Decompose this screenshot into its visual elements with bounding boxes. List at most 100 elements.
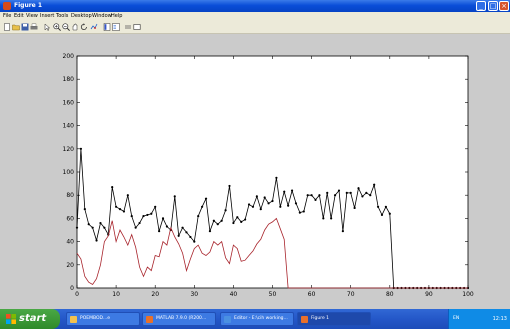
save-icon[interactable]	[21, 23, 29, 31]
plot-area[interactable]	[76, 55, 469, 289]
data-point	[275, 176, 278, 179]
data-point	[150, 212, 153, 215]
x-tick-label: 40	[230, 291, 238, 298]
x-tick-label: 30	[190, 291, 198, 298]
language-indicator[interactable]: EN	[453, 316, 460, 321]
data-point	[75, 226, 79, 229]
y-tick-label: 60	[66, 215, 74, 222]
pointer-icon[interactable]	[43, 23, 51, 31]
data-point	[103, 226, 106, 229]
data-point	[287, 204, 290, 207]
data-point	[165, 225, 169, 228]
taskbar-task[interactable]: Editor - E:\cih working...	[220, 312, 294, 326]
menu-help[interactable]: Help	[111, 13, 123, 19]
show-tools-icon[interactable]	[133, 23, 141, 31]
open-icon[interactable]	[12, 23, 20, 31]
data-point	[193, 240, 196, 243]
x-tick-label: 100	[462, 291, 474, 298]
data-point	[290, 189, 294, 192]
x-tick-label: 0	[75, 291, 79, 298]
menu-tools[interactable]: Tools	[56, 13, 69, 19]
data-point	[365, 191, 368, 194]
x-tick-label: 90	[425, 291, 433, 298]
line-chart[interactable]: 0 10 20 30 40 50 60 70 80 90 100 0 20 40 60 80 100 120 140…	[0, 34, 510, 309]
pan-icon[interactable]	[71, 23, 79, 31]
title-bar[interactable]: Figure 1 _ □ ×	[0, 0, 510, 12]
menu-window[interactable]: Window	[92, 13, 112, 19]
close-button[interactable]: ×	[499, 1, 509, 11]
data-point	[263, 196, 266, 199]
figure-window: Figure 1 _ □ × File Edit View Insert Too…	[0, 0, 510, 309]
menu-view[interactable]: View	[26, 13, 38, 19]
data-point	[251, 205, 255, 208]
taskbar-task[interactable]: MATLAB 7.9.0 (R200...	[142, 312, 216, 326]
data-point	[111, 185, 114, 189]
data-point	[247, 203, 251, 206]
clock[interactable]: 12:13	[492, 316, 507, 322]
data-point	[181, 226, 184, 229]
data-point	[91, 226, 94, 229]
menu-desktop[interactable]: Desktop	[71, 13, 92, 19]
figure-canvas: 0 10 20 30 40 50 60 70 80 90 100 0 20 40 60 80 100 120 140…	[0, 34, 510, 309]
y-tick-label: 0	[70, 285, 74, 292]
data-point	[177, 234, 180, 237]
x-tick-label: 10	[112, 291, 120, 298]
data-point	[349, 191, 352, 194]
data-point	[138, 221, 141, 225]
data-point	[173, 195, 176, 198]
taskbar-task[interactable]: POEMBOD...e	[66, 312, 140, 326]
zoom-in-icon[interactable]	[53, 23, 61, 31]
zoom-out-icon[interactable]	[62, 23, 70, 31]
task-label: Figure 1	[311, 316, 330, 321]
y-tick-label: 40	[66, 239, 74, 246]
task-icon	[146, 316, 153, 323]
y-tick-label: 140	[63, 123, 75, 130]
data-point	[376, 205, 380, 208]
series-line-2	[76, 217, 468, 289]
menu-file[interactable]: File	[3, 13, 12, 19]
data-point	[345, 191, 348, 194]
data-point	[294, 202, 298, 205]
y-tick-label: 180	[63, 76, 75, 83]
data-point	[318, 194, 321, 197]
maximize-button[interactable]: □	[488, 1, 498, 11]
data-point	[298, 211, 301, 214]
data-point	[271, 199, 274, 203]
rotate-icon[interactable]	[80, 23, 88, 31]
menu-insert[interactable]: Insert	[40, 13, 55, 19]
start-label: start	[19, 313, 47, 324]
data-point	[259, 208, 262, 211]
legend-icon[interactable]	[112, 23, 120, 31]
data-point	[240, 220, 243, 223]
task-label: MATLAB 7.9.0 (R200...	[156, 316, 207, 321]
x-tick-label: 50	[269, 291, 277, 298]
x-tick-label: 60	[308, 291, 316, 298]
data-point	[201, 205, 204, 208]
start-button[interactable]: start	[0, 309, 60, 329]
menu-bar: File Edit View Insert Tools Desktop Wind…	[0, 12, 510, 21]
data-point	[228, 184, 231, 188]
data-point	[212, 219, 215, 222]
taskbar-task[interactable]: Figure 1	[297, 312, 371, 326]
task-label: POEMBOD...e	[80, 316, 111, 321]
colorbar-icon[interactable]	[103, 23, 111, 31]
data-cursor-icon[interactable]	[90, 23, 98, 31]
task-icon	[70, 316, 77, 323]
print-icon[interactable]	[30, 23, 38, 31]
data-point	[373, 183, 376, 186]
task-label: Editor - E:\cih working...	[234, 316, 288, 321]
data-point	[158, 230, 161, 233]
data-point	[283, 190, 286, 193]
data-point	[79, 147, 83, 150]
hide-tools-icon[interactable]	[124, 23, 132, 31]
data-point	[357, 187, 360, 190]
data-point	[154, 205, 157, 208]
matlab-figure-icon	[3, 2, 11, 10]
minimize-button[interactable]: _	[476, 1, 486, 11]
y-tick-label: 20	[66, 262, 74, 269]
x-tick-label: 70	[347, 291, 355, 298]
menu-edit[interactable]: Edit	[14, 13, 24, 19]
x-tick-label: 80	[386, 291, 394, 298]
new-icon[interactable]	[3, 23, 11, 31]
data-point	[337, 189, 341, 192]
